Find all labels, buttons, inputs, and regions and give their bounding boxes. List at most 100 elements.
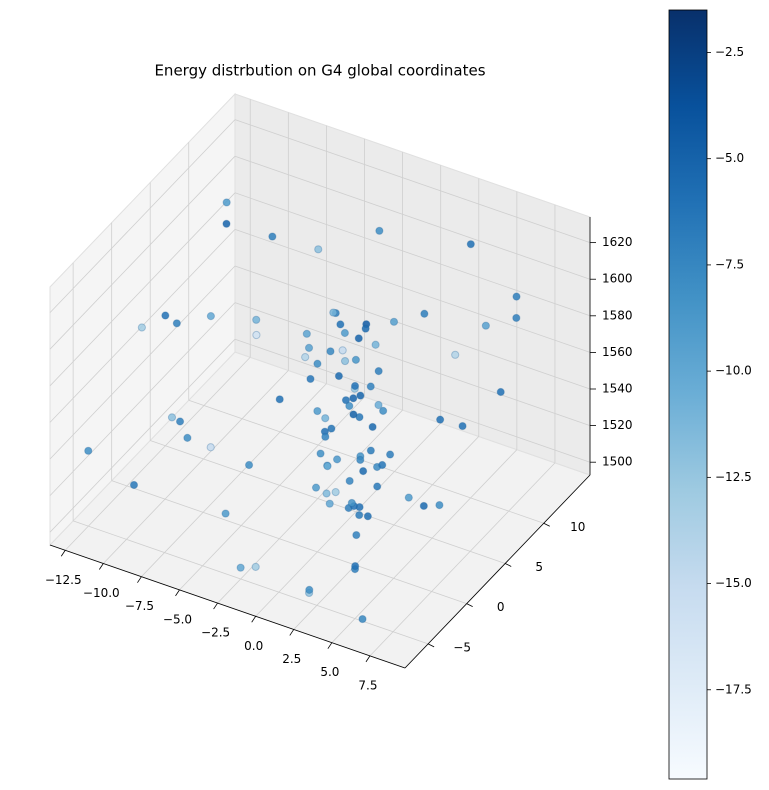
point <box>301 353 310 362</box>
point <box>326 347 335 356</box>
point <box>361 324 370 333</box>
point <box>129 480 139 490</box>
colorbar-tick-label: −5.0 <box>715 151 744 165</box>
point <box>316 449 325 458</box>
z-tick-label: 1560 <box>602 345 633 359</box>
point <box>137 323 146 332</box>
x-tick-label: 0.0 <box>244 639 263 653</box>
z-tick-label: 1580 <box>602 308 633 322</box>
x-tick-label: −2.5 <box>201 626 230 640</box>
grid-line <box>234 338 591 463</box>
point <box>436 415 445 424</box>
point <box>329 308 338 317</box>
point <box>334 371 344 381</box>
point <box>221 509 230 518</box>
y-tick <box>543 522 550 527</box>
point <box>368 422 377 432</box>
point <box>84 446 93 455</box>
y-tick <box>427 643 435 648</box>
point <box>302 329 311 338</box>
x-tick <box>251 616 257 623</box>
point <box>373 482 382 491</box>
point <box>466 240 475 249</box>
colorbar-tick-label: −17.5 <box>715 682 752 696</box>
point <box>374 367 383 376</box>
point <box>358 614 367 624</box>
colorbar-tick-label: −10.0 <box>715 364 752 378</box>
grid-line <box>234 265 591 390</box>
point <box>313 406 322 416</box>
point <box>252 315 261 324</box>
x-tick-label: 7.5 <box>358 678 377 692</box>
point <box>359 466 368 476</box>
x-tick-label: 5.0 <box>320 665 339 679</box>
grid-line <box>64 357 251 551</box>
point <box>336 320 345 329</box>
point <box>268 232 277 241</box>
point <box>345 476 354 486</box>
point <box>311 483 321 492</box>
point <box>379 406 388 415</box>
z-tick-label: 1540 <box>602 382 633 396</box>
point <box>451 350 460 359</box>
grid-line <box>234 155 591 280</box>
axis-line <box>49 544 406 669</box>
point <box>352 530 361 540</box>
point <box>244 460 254 470</box>
point <box>419 501 428 511</box>
point <box>435 501 444 510</box>
point <box>338 346 347 355</box>
point <box>206 312 215 321</box>
grid-line <box>49 119 236 313</box>
x-tick <box>289 629 295 636</box>
point <box>340 328 349 338</box>
point <box>236 563 245 572</box>
grid-line <box>49 302 236 496</box>
point <box>306 374 315 384</box>
point <box>354 334 363 343</box>
point <box>321 432 330 441</box>
grid-line <box>72 520 429 645</box>
point <box>366 382 375 391</box>
grid-line <box>255 422 441 617</box>
point <box>321 414 330 423</box>
x-tick-label: −12.5 <box>45 573 82 587</box>
point <box>496 387 505 397</box>
x-tick <box>175 589 180 597</box>
x-tick-label: 2.5 <box>282 652 301 666</box>
point <box>349 410 358 419</box>
x-tick <box>213 602 218 610</box>
x-tick <box>98 563 104 570</box>
colorbar-tick-label: −2.5 <box>715 45 744 59</box>
z-tick-label: 1520 <box>602 418 633 432</box>
x-tick <box>327 642 333 649</box>
colorbar-tick-label: −15.0 <box>715 576 752 590</box>
grid-line <box>234 119 591 243</box>
y-tick-label: −5 <box>453 640 471 654</box>
point <box>378 460 387 470</box>
grid-line <box>49 155 236 350</box>
point <box>355 413 364 422</box>
grid-line <box>217 409 403 604</box>
point <box>331 487 340 497</box>
point <box>183 433 192 442</box>
point <box>175 417 185 426</box>
point <box>351 355 360 364</box>
point <box>389 317 399 326</box>
point <box>304 343 314 353</box>
colorbar-tick-label: −7.5 <box>715 257 744 271</box>
point <box>350 381 360 391</box>
point <box>252 330 261 340</box>
point <box>512 292 521 301</box>
x-tick <box>137 576 142 583</box>
point <box>363 512 372 521</box>
y-tick <box>505 563 512 567</box>
point <box>349 394 358 403</box>
point <box>275 395 284 404</box>
point <box>371 340 380 349</box>
grid-line <box>234 302 591 426</box>
z-tick-label: 1600 <box>602 272 633 286</box>
point <box>305 585 314 594</box>
y-tick <box>466 603 473 608</box>
